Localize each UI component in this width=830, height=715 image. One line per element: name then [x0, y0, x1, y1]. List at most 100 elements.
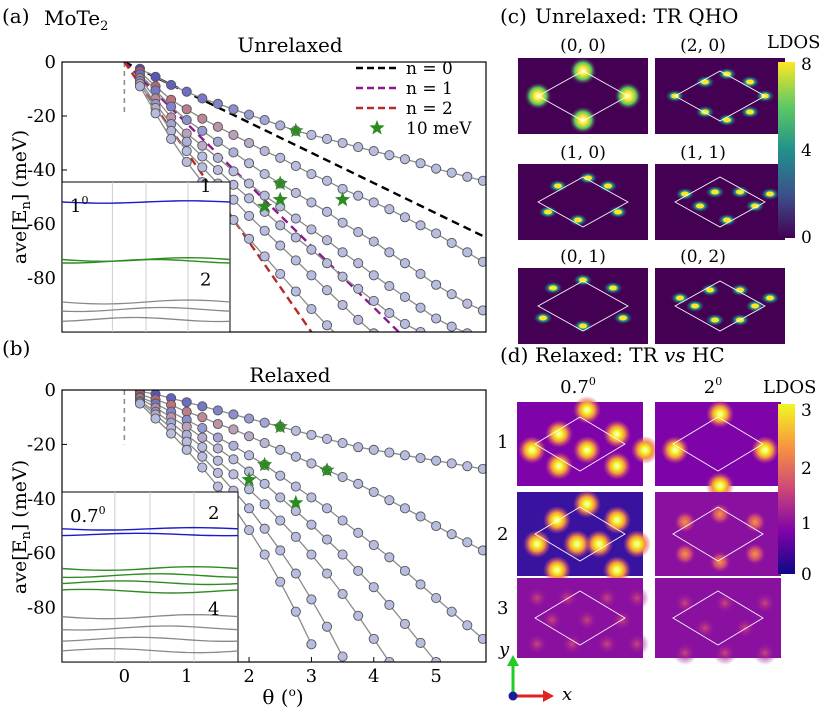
ldos-spot — [673, 542, 697, 566]
ldos-spot-core — [766, 295, 774, 301]
panel-a-label: (a) — [2, 4, 30, 28]
inset-label-green: 2 — [200, 269, 211, 290]
ldos-spot-core — [723, 117, 731, 123]
data-point — [259, 251, 270, 262]
data-point — [212, 467, 223, 479]
data-point — [212, 121, 223, 132]
data-point — [431, 228, 442, 239]
data-point — [228, 129, 239, 140]
data-point — [290, 187, 301, 198]
data-point — [197, 442, 208, 453]
x-tick-label: 3 — [306, 666, 317, 687]
ldos-spot — [518, 436, 546, 464]
data-point — [353, 478, 364, 489]
data-point — [290, 213, 301, 224]
data-point — [244, 450, 255, 461]
data-point — [384, 150, 395, 161]
y-tick-label: -60 — [27, 543, 56, 564]
data-point — [181, 136, 192, 147]
ldos-spot — [661, 436, 689, 464]
data-point — [353, 565, 364, 576]
data-point — [275, 240, 286, 251]
y-tick-label: -80 — [27, 598, 56, 619]
data-point — [166, 79, 177, 90]
data-point — [462, 247, 473, 258]
ldos-spot-core — [681, 191, 689, 197]
x-tick-label: 4 — [368, 666, 379, 687]
ldos-spot-core — [614, 209, 622, 215]
data-point — [181, 115, 192, 126]
data-point — [244, 431, 255, 442]
unit-cell-outline — [672, 506, 764, 562]
data-point — [368, 444, 379, 455]
ldos-spot-core — [539, 315, 547, 321]
ldos-spot-core — [701, 79, 709, 85]
y-tick-label: -40 — [27, 160, 56, 181]
data-point — [212, 432, 223, 443]
ldos-spot-core — [751, 303, 759, 309]
panel-d-title: Relaxed: TR vs HC — [535, 343, 725, 367]
inset-blue-band — [61, 200, 231, 204]
data-point — [150, 71, 161, 82]
inset-angle: 0.70 — [70, 504, 106, 527]
ldos-spot — [603, 452, 631, 480]
data-point — [197, 432, 208, 443]
data-point — [212, 418, 223, 430]
data-point — [337, 271, 348, 282]
data-point — [306, 458, 317, 469]
ldos-spot-core — [579, 277, 587, 283]
data-point — [353, 527, 364, 538]
data-point — [321, 285, 333, 296]
ldos-spot — [673, 641, 697, 665]
ldos-spot-core — [746, 79, 754, 85]
data-point — [446, 458, 457, 469]
star-marker — [241, 471, 257, 487]
ldos-spot — [525, 632, 549, 656]
ldos-spot — [625, 586, 649, 610]
data-point — [244, 210, 255, 221]
data-point — [244, 503, 255, 514]
data-point — [353, 227, 364, 238]
colorbar-d-label: LDOS — [763, 377, 816, 398]
ldos-spot — [753, 641, 777, 665]
inset-green-band — [61, 588, 239, 594]
data-point — [431, 656, 442, 662]
origin-dot — [508, 691, 518, 701]
ldos-spot — [543, 506, 571, 534]
data-point — [212, 152, 223, 163]
inset-angle-sup: 0 — [81, 194, 88, 207]
inset-gray-band — [61, 299, 231, 305]
data-point — [197, 93, 208, 104]
inset-blue-band — [61, 532, 239, 537]
data-point — [306, 639, 317, 650]
data-point — [228, 424, 239, 435]
ldos-spot-core — [751, 203, 759, 209]
data-point — [431, 313, 442, 324]
data-point — [384, 281, 395, 292]
panel-c-label: (c) — [500, 4, 527, 28]
data-point — [259, 499, 270, 510]
data-point — [337, 549, 348, 560]
data-point — [415, 220, 426, 231]
panel-b-axes: 0-20-40-60-800 1 2 3 4 50.70 24 — [27, 380, 487, 687]
colorbar-d-tick: 3 — [801, 401, 812, 421]
ldos-spot — [631, 436, 659, 464]
data-point — [259, 478, 270, 489]
data-point — [462, 298, 473, 309]
ldos-spot — [573, 436, 601, 464]
data-point — [197, 140, 208, 151]
data-point — [197, 423, 208, 434]
data-point — [368, 582, 379, 593]
panel-c-maps — [518, 57, 785, 344]
panel-d-maps — [517, 396, 781, 665]
data-point — [197, 451, 208, 462]
data-point — [275, 576, 286, 587]
star-marker — [272, 418, 288, 434]
ldos-spot — [525, 586, 549, 610]
unit-cell-outline — [672, 416, 764, 472]
ldos-spot — [545, 452, 573, 480]
colorbar-d — [778, 404, 795, 574]
data-point — [275, 152, 286, 163]
data-point — [368, 146, 379, 157]
colorbar-c-label: LDOS — [767, 32, 820, 53]
